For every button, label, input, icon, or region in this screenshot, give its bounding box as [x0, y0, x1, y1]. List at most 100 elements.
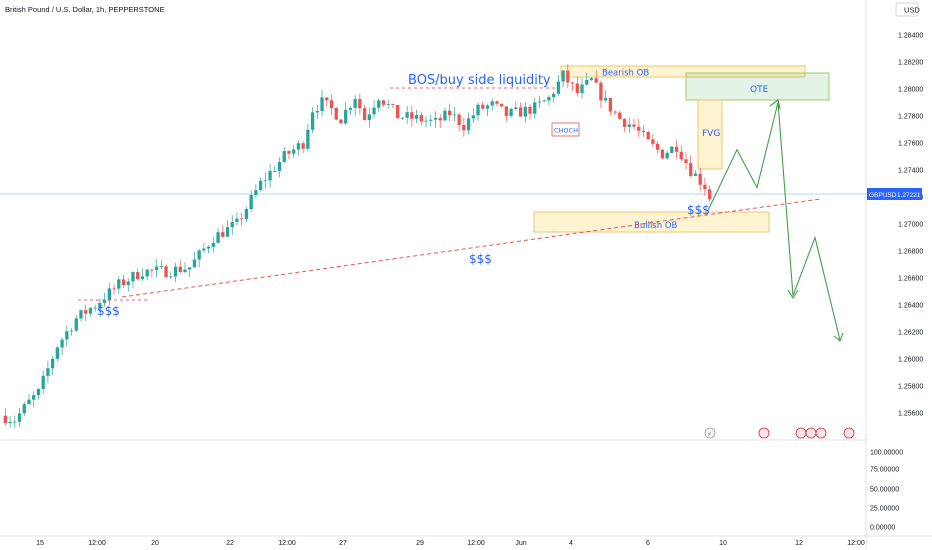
candle-body: [679, 151, 683, 160]
candle-body: [660, 149, 665, 159]
candle-body: [55, 347, 60, 359]
liquidity-label-2: $$$: [469, 252, 492, 266]
candle-body: [164, 266, 168, 278]
candle-body: [396, 104, 400, 119]
candle-body: [670, 146, 674, 153]
candle-body: [580, 84, 584, 94]
candle-body: [3, 415, 8, 424]
bearish-ob-zone: [560, 65, 806, 78]
time-tick-label: 27: [339, 540, 347, 547]
price-tick-label: 1.25800: [898, 384, 923, 391]
time-tick-label: 20: [151, 540, 159, 547]
candle-body: [244, 209, 249, 219]
candle-body: [523, 106, 527, 117]
candle-body: [391, 104, 395, 105]
flag-us-icon[interactable]: [815, 427, 827, 439]
candle-body: [320, 97, 324, 112]
currency-box[interactable]: [895, 2, 919, 17]
candle-body: [471, 115, 475, 119]
candle-body: [570, 82, 575, 84]
candle-body: [400, 117, 405, 119]
candle-body: [377, 100, 381, 108]
time-tick-label: 4: [569, 540, 573, 547]
candle-body: [698, 173, 702, 185]
candle-body: [528, 106, 532, 114]
fvg-zone: [697, 99, 723, 170]
price-tick-label: 1.27600: [898, 141, 923, 148]
candle-body: [651, 139, 655, 144]
price-tick-label: 1.26200: [898, 330, 923, 337]
candle-body: [414, 115, 419, 119]
candle-body: [74, 318, 78, 331]
candle-body: [102, 300, 107, 303]
candle-body: [490, 101, 494, 106]
candle-body: [69, 330, 74, 332]
candle-body: [608, 98, 613, 112]
candle-body: [438, 118, 442, 121]
ote-label: OTE: [750, 85, 769, 95]
candle-body: [655, 143, 660, 150]
bos-label: BOS/buy side liquidity: [408, 73, 551, 88]
candle-body: [429, 119, 433, 121]
candle-body: [693, 173, 698, 176]
time-tick-label: 10: [719, 540, 727, 547]
candle-body: [46, 368, 50, 376]
candle-body: [268, 171, 272, 181]
lightning-event-icon[interactable]: [704, 427, 716, 439]
candle-body: [235, 218, 239, 223]
candle-body: [240, 218, 244, 220]
candle-body: [263, 180, 267, 182]
candle-body: [362, 108, 367, 120]
candle-body: [537, 101, 542, 103]
candle-body: [112, 288, 116, 290]
flag-us-icon[interactable]: [843, 427, 855, 439]
time-tick-label: 12:00: [88, 540, 106, 547]
time-axis: 15 12:00 20 22 12:00 27 29 12:00 Jun 4 6 10 12 12:00: [36, 540, 865, 547]
candle-body: [443, 110, 447, 121]
candle-body: [150, 269, 154, 271]
flag-us-icon[interactable]: [795, 427, 807, 439]
candle-body: [301, 143, 305, 149]
candle-body: [334, 108, 338, 120]
candle-body: [225, 227, 230, 237]
candle-body: [603, 98, 608, 101]
candle-body: [145, 269, 149, 277]
price-tick-label: 1.25600: [898, 411, 923, 418]
candle-body: [542, 100, 546, 102]
candle-body: [448, 110, 452, 116]
candle-body: [197, 250, 201, 260]
candle-body: [8, 421, 12, 424]
last-price-symbol: GBPUSD: [869, 192, 897, 199]
flag-us-icon[interactable]: [805, 427, 817, 439]
candle-body: [599, 82, 603, 101]
candle-body: [188, 267, 192, 270]
time-tick-label: 12:00: [847, 540, 865, 547]
candle-body: [22, 404, 26, 414]
time-tick-label: 6: [646, 540, 650, 547]
candle-body: [117, 279, 121, 289]
candle-body: [230, 222, 234, 228]
candle-body: [258, 180, 263, 191]
candle-body: [202, 248, 206, 251]
choch-label: CHOCH: [554, 127, 578, 135]
candle-body: [405, 112, 409, 118]
candle-body: [13, 421, 17, 423]
candle-body: [618, 112, 622, 119]
candle-body: [466, 118, 471, 131]
candle-body: [424, 120, 428, 122]
candle-body: [254, 190, 258, 195]
price-tick-label: 1.27800: [898, 114, 923, 121]
time-tick-label: 12:00: [278, 540, 296, 547]
price-tick-label: 1.28000: [898, 87, 923, 94]
candle-body: [84, 310, 88, 314]
candle-body: [315, 111, 319, 113]
candle-series: [3, 64, 712, 429]
candle-body: [344, 109, 348, 124]
candle-body: [325, 97, 329, 101]
candle-body: [88, 308, 93, 314]
candle-body: [703, 184, 707, 190]
candle-body: [533, 102, 537, 114]
candle-body: [518, 107, 523, 117]
candle-body: [433, 118, 438, 120]
flag-uk-icon[interactable]: [758, 427, 770, 439]
